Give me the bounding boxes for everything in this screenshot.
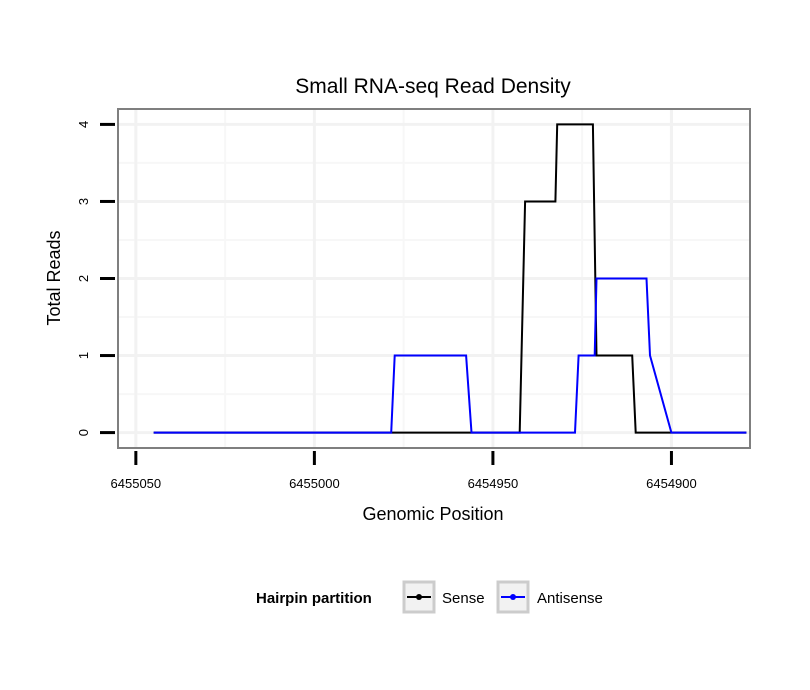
x-tick-label: 6455050 <box>111 476 162 491</box>
grid <box>118 109 750 448</box>
x-axis: 6455050 6455000 6454950 6454900 <box>111 451 697 491</box>
x-axis-title: Genomic Position <box>362 504 503 524</box>
series-layer <box>153 123 747 434</box>
y-tick-label: 0 <box>76 429 91 436</box>
legend-title: Hairpin partition <box>256 590 372 607</box>
y-tick-label: 1 <box>76 352 91 359</box>
y-tick-label: 3 <box>76 198 91 205</box>
y-axis: 0 1 2 3 4 <box>76 121 115 436</box>
y-tick-label: 4 <box>76 121 91 128</box>
y-axis-title: Total Reads <box>44 230 64 325</box>
chart-title: Small RNA-seq Read Density <box>295 75 571 98</box>
series-line-sense <box>153 123 747 434</box>
x-tick-label: 6454950 <box>468 476 519 491</box>
legend-label-sense: Sense <box>442 590 485 607</box>
x-tick-label: 6454900 <box>646 476 697 491</box>
legend-point-sense <box>416 594 422 600</box>
legend: Hairpin partition Sense Antisense <box>256 580 603 614</box>
y-tick-label: 2 <box>76 275 91 282</box>
legend-label-antisense: Antisense <box>537 590 603 607</box>
plot-border <box>117 108 751 449</box>
series-line-antisense <box>153 277 747 434</box>
legend-point-antisense <box>510 594 516 600</box>
x-tick-label: 6455000 <box>289 476 340 491</box>
